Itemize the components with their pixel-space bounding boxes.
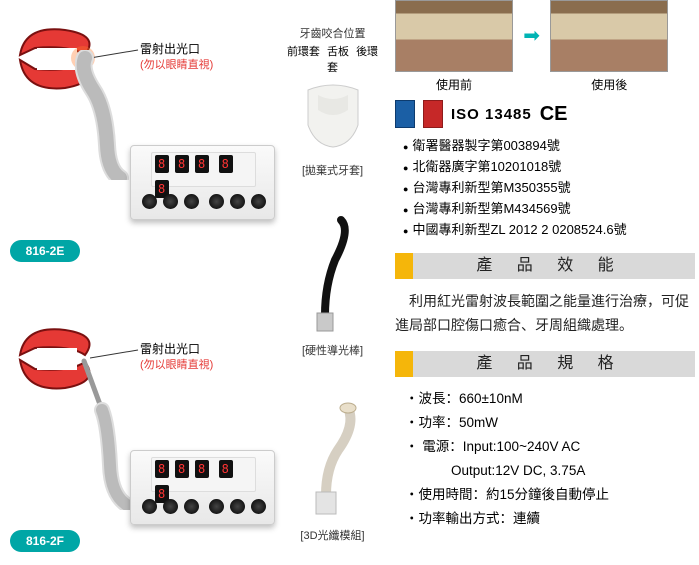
accessory-mouthpiece: 牙齒咬合位置 前環套 舌板 後環套 [拋棄式牙套]	[285, 25, 380, 165]
label-light-exit: 雷射出光口	[140, 40, 200, 57]
before-after-block: ➡ 使用前 使用後	[395, 0, 695, 90]
spec-psu-input: Input:100~240V AC	[463, 439, 580, 454]
acc-label-mid: 舌板	[327, 46, 349, 58]
fiber-illustration	[298, 400, 368, 520]
spec-item-power: 功率：50mW	[405, 411, 695, 435]
spec-item-wavelength: 波長：660±10nM	[405, 387, 695, 411]
section-title: 產 品 規 格	[395, 351, 695, 377]
efficacy-body: 利用紅光雷射波長範圍之能量進行治療，可促進局部口腔傷口癒合、牙周組織處理。	[395, 289, 695, 337]
lightguide-illustration	[303, 215, 363, 335]
cert-badge-icon	[423, 100, 443, 128]
right-column: ➡ 使用前 使用後 ISO 13485 CE 衛署醫器製字第003894號 北衛…	[395, 0, 695, 565]
spec-item-output-mode: 功率輸出方式：連續	[405, 507, 695, 531]
reg-item: 台灣專利新型第M434569號	[403, 199, 695, 220]
ce-mark-icon: CE	[540, 103, 568, 126]
iso-text: ISO 13485	[451, 106, 532, 123]
reg-item: 台灣專利新型第M350355號	[403, 178, 695, 199]
model-badge-816-2e: 816-2E	[10, 240, 80, 262]
reg-item: 北衛器廣字第10201018號	[403, 157, 695, 178]
acc-caption: [硬性導光棒]	[285, 342, 380, 358]
before-caption: 使用前	[395, 76, 513, 93]
cert-badge-icon	[395, 100, 415, 128]
model-badge-816-2f: 816-2F	[10, 530, 80, 552]
section-header-specs: 產 品 規 格	[395, 351, 695, 377]
spec-list: 波長：660±10nM 功率：50mW 電源：Input:100~240V AC	[405, 387, 695, 459]
reg-item: 中國專利新型ZL 2012 2 0208524.6號	[403, 220, 695, 241]
after-image	[550, 0, 668, 72]
after-caption: 使用後	[550, 76, 668, 93]
certification-row: ISO 13485 CE	[395, 100, 695, 128]
section-header-efficacy: 產 品 效 能	[395, 253, 695, 279]
arrow-icon: ➡	[517, 0, 547, 72]
section-title: 產 品 效 能	[395, 253, 695, 279]
before-image	[395, 0, 513, 72]
acc-caption: [3D光纖模組]	[285, 527, 380, 543]
spec-item-psu: 電源：Input:100~240V AC	[405, 435, 695, 459]
registration-list: 衛署醫器製字第003894號 北衛器廣字第10201018號 台灣專利新型第M3…	[403, 136, 695, 241]
mouthpiece-illustration	[293, 75, 373, 155]
reg-item: 衛署醫器製字第003894號	[403, 136, 695, 157]
device-unit	[130, 115, 280, 225]
spec-psu-output: Output:12V DC, 3.75A	[451, 459, 695, 483]
acc-caption: [拋棄式牙套]	[285, 162, 380, 178]
spec-item-duration: 使用時間：約15分鐘後自動停止	[405, 483, 695, 507]
acc-label-top: 牙齒咬合位置	[285, 25, 380, 41]
device-unit	[130, 420, 280, 530]
left-column: 雷射出光口 (勿以眼睛直視) 8	[0, 0, 390, 565]
accessory-lightguide: [硬性導光棒]	[285, 215, 380, 355]
accessory-fiber-module: [3D光纖模組]	[285, 400, 380, 540]
label-warning: (勿以眼睛直視)	[140, 56, 213, 72]
spec-psu-label: 電源：	[422, 439, 463, 454]
acc-label-left: 前環套	[287, 46, 320, 58]
spec-list-cont: 使用時間：約15分鐘後自動停止 功率輸出方式：連續	[405, 483, 695, 531]
